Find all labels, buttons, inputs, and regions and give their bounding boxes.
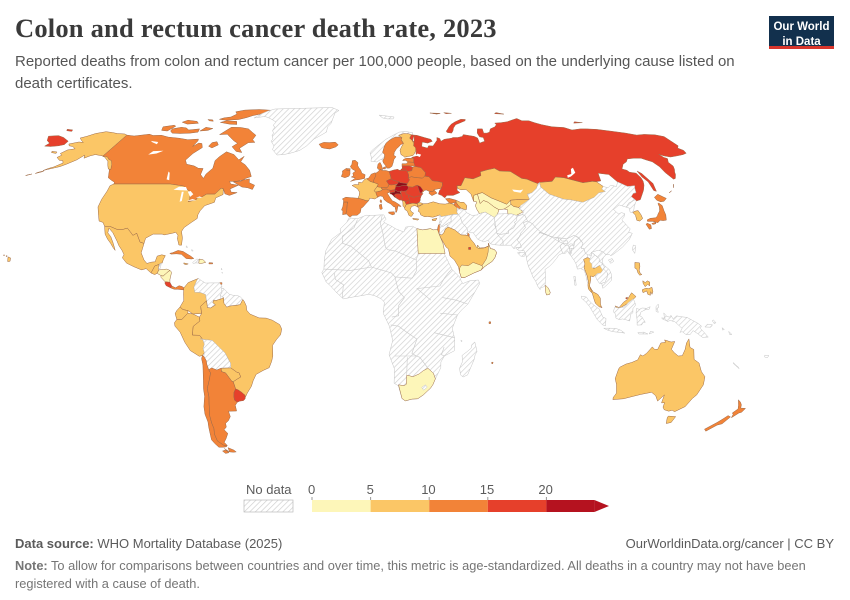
svg-text:0: 0 — [308, 482, 315, 497]
svg-text:10: 10 — [421, 482, 435, 497]
svg-text:15: 15 — [480, 482, 494, 497]
svg-text:20: 20 — [538, 482, 552, 497]
svg-text:No data: No data — [246, 482, 292, 497]
svg-text:5: 5 — [367, 482, 374, 497]
